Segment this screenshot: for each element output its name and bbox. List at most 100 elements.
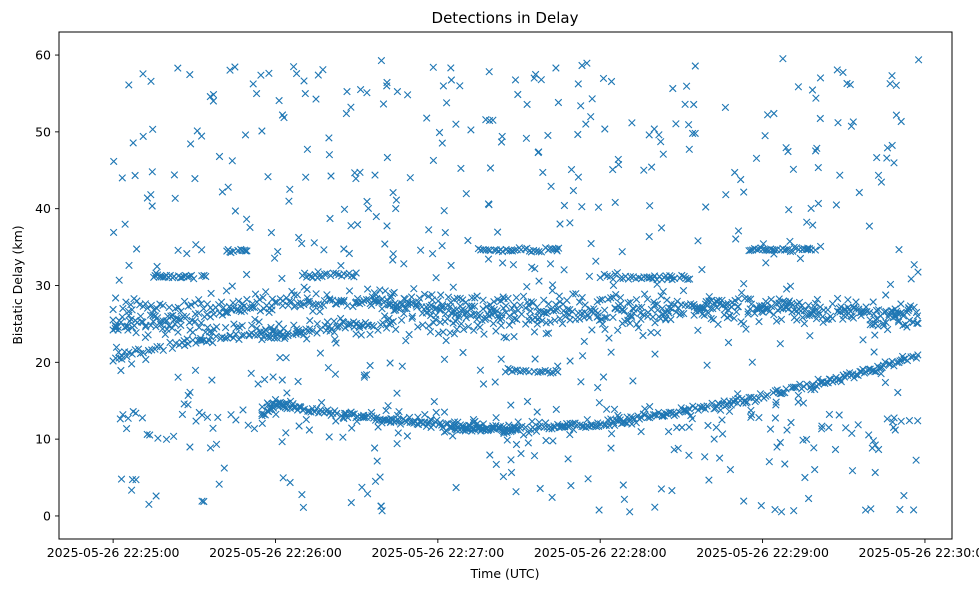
detection-marker (459, 305, 467, 313)
detection-marker (653, 306, 662, 314)
detection-marker (315, 272, 324, 280)
detection-marker (431, 315, 440, 323)
detection-marker (621, 418, 629, 427)
detection-marker (485, 201, 493, 209)
detection-marker (705, 476, 713, 484)
detection-marker (143, 430, 151, 439)
detection-marker (616, 274, 624, 283)
detection-marker (765, 458, 773, 466)
detection-marker (196, 336, 204, 344)
detection-marker (197, 334, 205, 343)
detection-marker (439, 328, 447, 336)
detection-marker (330, 317, 338, 325)
detection-marker (499, 293, 507, 301)
detection-marker (414, 298, 423, 306)
detection-marker (582, 120, 590, 128)
detection-marker (183, 335, 191, 343)
detection-marker (890, 159, 898, 167)
detection-marker (609, 275, 617, 283)
detection-marker (679, 286, 688, 295)
detection-marker (713, 303, 721, 312)
detection-marker (535, 247, 543, 256)
detection-marker (546, 369, 555, 377)
detection-marker (658, 304, 666, 313)
detection-marker (270, 326, 279, 334)
detection-marker (473, 292, 481, 300)
detection-marker (575, 298, 584, 306)
detection-marker (141, 333, 150, 342)
detection-marker (676, 311, 684, 319)
detection-marker (195, 408, 203, 417)
detection-marker (886, 280, 895, 289)
detection-marker (343, 87, 351, 96)
detection-marker (620, 307, 629, 315)
detection-marker (373, 457, 381, 465)
detection-marker (707, 314, 715, 323)
detection-marker (655, 131, 663, 139)
detection-marker (111, 321, 120, 330)
detection-marker (588, 421, 596, 429)
detection-marker (212, 323, 221, 331)
detection-marker (370, 289, 379, 297)
detection-marker (464, 236, 472, 245)
detection-marker (614, 326, 622, 334)
detection-marker (215, 480, 223, 488)
detection-marker (118, 355, 126, 363)
detection-marker (174, 64, 182, 72)
detection-marker (626, 508, 634, 516)
detection-marker (456, 82, 464, 90)
detection-marker (812, 94, 820, 102)
detection-marker (688, 415, 696, 423)
detection-marker (510, 314, 519, 323)
detection-marker (446, 302, 454, 311)
detection-marker (513, 425, 521, 434)
detection-marker (755, 317, 763, 326)
detection-marker (806, 332, 814, 340)
detection-marker (185, 272, 193, 281)
detection-marker (262, 288, 270, 296)
detection-marker (151, 345, 159, 353)
detection-marker (226, 332, 234, 340)
detection-marker (616, 294, 625, 302)
detection-marker (447, 261, 455, 270)
detection-marker (231, 207, 240, 215)
x-tick-label: 2025-05-26 22:26:00 (209, 545, 342, 560)
detection-marker (558, 422, 566, 431)
detection-marker (511, 246, 519, 254)
detection-marker (438, 303, 446, 312)
detection-marker (298, 490, 306, 499)
detection-marker (770, 109, 778, 118)
detection-marker (583, 59, 591, 67)
detection-marker (116, 415, 124, 423)
detection-marker (314, 268, 322, 276)
detection-marker (637, 315, 645, 323)
detection-marker (814, 163, 822, 172)
detection-marker (510, 308, 518, 317)
detection-marker (703, 361, 711, 369)
y-tick-label: 60 (35, 48, 51, 63)
x-tick-label: 2025-05-26 22:30:00 (859, 545, 979, 560)
detection-marker (701, 453, 709, 461)
detection-marker (722, 300, 730, 309)
detection-marker (721, 103, 730, 112)
detection-marker (682, 82, 691, 90)
detection-marker (669, 84, 677, 93)
detection-marker (177, 307, 185, 315)
detection-marker (715, 454, 724, 462)
detection-marker (278, 438, 286, 446)
detection-marker (665, 309, 673, 317)
detection-marker (479, 296, 487, 304)
detection-marker (599, 74, 608, 83)
detection-marker (303, 335, 311, 343)
detection-marker (536, 484, 544, 493)
detection-marker (314, 71, 322, 79)
detection-marker (243, 247, 251, 255)
detection-marker (789, 383, 797, 391)
detection-marker (208, 376, 216, 384)
detection-marker (637, 413, 645, 422)
detection-marker (449, 319, 457, 327)
detection-marker (249, 80, 257, 88)
detection-marker (813, 144, 821, 152)
detection-marker (639, 331, 647, 340)
detection-marker (628, 420, 636, 428)
